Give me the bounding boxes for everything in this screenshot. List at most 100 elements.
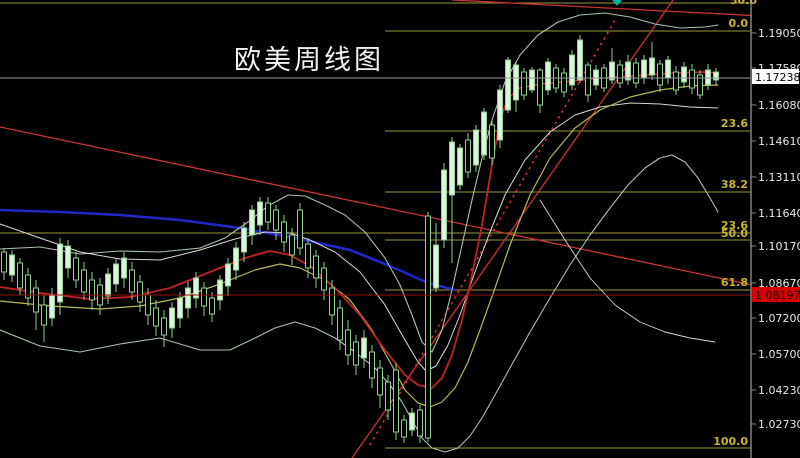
candle-body bbox=[225, 263, 231, 287]
band-mid-gray bbox=[0, 102, 719, 372]
candle-body bbox=[73, 257, 79, 281]
candle bbox=[17, 258, 23, 295]
candle-body bbox=[113, 263, 119, 285]
candle-body bbox=[265, 202, 271, 223]
candle bbox=[225, 258, 231, 296]
candle-body bbox=[257, 201, 263, 226]
candle-body bbox=[697, 74, 703, 96]
candle bbox=[321, 262, 327, 300]
candle bbox=[681, 62, 687, 88]
candle bbox=[297, 203, 303, 255]
candle bbox=[209, 292, 215, 322]
ma-blue bbox=[0, 208, 457, 292]
candle-body bbox=[217, 279, 223, 301]
candle-body bbox=[425, 215, 431, 439]
candle bbox=[577, 35, 583, 83]
candle-body bbox=[577, 39, 583, 81]
candle bbox=[385, 375, 391, 420]
candle bbox=[625, 55, 631, 85]
candle-body bbox=[393, 369, 399, 433]
candle-body bbox=[233, 247, 239, 271]
axis-price-label: 1.10170 bbox=[758, 240, 800, 253]
price-axis[interactable]: 1.190501.175801.160801.146101.131101.116… bbox=[750, 0, 800, 458]
fib-label: 23.6 bbox=[721, 117, 748, 130]
candle-body bbox=[169, 307, 175, 329]
candle bbox=[473, 125, 479, 172]
candle-body bbox=[209, 297, 215, 315]
candle-body bbox=[521, 71, 527, 96]
fib-label: 61.8 bbox=[721, 276, 748, 289]
candle bbox=[249, 205, 255, 245]
candle bbox=[585, 62, 591, 102]
candle-body bbox=[145, 294, 151, 316]
candle-body bbox=[353, 341, 359, 366]
candle bbox=[177, 292, 183, 328]
candle-body bbox=[657, 63, 663, 86]
candle-body bbox=[497, 89, 503, 141]
axis-price-label: 1.02730 bbox=[758, 418, 800, 431]
band-lower-green bbox=[0, 154, 719, 453]
candle bbox=[337, 300, 343, 350]
candle-body bbox=[649, 57, 655, 76]
candle-body bbox=[337, 307, 343, 341]
candle-body bbox=[689, 69, 695, 89]
candle-body bbox=[81, 269, 87, 293]
candle bbox=[153, 300, 159, 336]
candle-body bbox=[713, 71, 719, 81]
candle-body bbox=[9, 254, 15, 276]
candle bbox=[433, 223, 439, 292]
candle bbox=[345, 320, 351, 365]
candle-body bbox=[129, 269, 135, 293]
candle bbox=[377, 360, 383, 408]
candle bbox=[73, 252, 79, 288]
band2-lower-pale bbox=[539, 199, 716, 343]
candle-body bbox=[313, 255, 319, 279]
candle-body bbox=[385, 381, 391, 411]
candle bbox=[409, 408, 415, 436]
candle bbox=[673, 66, 679, 95]
candle-body bbox=[609, 61, 615, 81]
ma-red bbox=[0, 71, 719, 389]
candle bbox=[569, 50, 575, 90]
candle-body bbox=[105, 273, 111, 297]
current-price-box bbox=[752, 69, 799, 84]
candle bbox=[57, 238, 63, 315]
candle bbox=[1, 248, 7, 280]
axis-price-label: 1.13110 bbox=[758, 171, 800, 184]
axis-price-label: 1.05700 bbox=[758, 348, 800, 361]
candle-body bbox=[537, 69, 543, 106]
candle-body bbox=[273, 209, 279, 231]
candle bbox=[617, 60, 623, 88]
candle bbox=[505, 57, 511, 113]
candle-body bbox=[417, 409, 423, 437]
candle-body bbox=[633, 62, 639, 84]
candle bbox=[449, 137, 455, 263]
axis-price-label: 1.19050 bbox=[758, 27, 800, 40]
candle bbox=[353, 335, 359, 375]
chart-title: 欧美周线图 bbox=[234, 45, 384, 76]
candle-body bbox=[449, 141, 455, 196]
candle-body bbox=[161, 317, 167, 336]
candle-body bbox=[441, 169, 447, 241]
candle-body bbox=[33, 287, 39, 313]
candle bbox=[657, 60, 663, 92]
axis-price-label: 1.16080 bbox=[758, 99, 800, 112]
candle bbox=[185, 282, 191, 318]
candle-body bbox=[481, 111, 487, 156]
candle-body bbox=[465, 139, 471, 173]
candle bbox=[113, 258, 119, 292]
candle-body bbox=[673, 71, 679, 91]
fib-label: 23.6 bbox=[721, 219, 748, 232]
candle-body bbox=[529, 69, 535, 91]
candle-body bbox=[1, 251, 7, 273]
candle bbox=[289, 228, 295, 265]
ma-yellow bbox=[0, 84, 719, 408]
candle bbox=[241, 222, 247, 262]
candle-body bbox=[57, 243, 63, 303]
top-marker-icon bbox=[612, 0, 622, 6]
candle bbox=[257, 197, 263, 235]
marked-price-label: 1.08197 bbox=[755, 289, 800, 302]
